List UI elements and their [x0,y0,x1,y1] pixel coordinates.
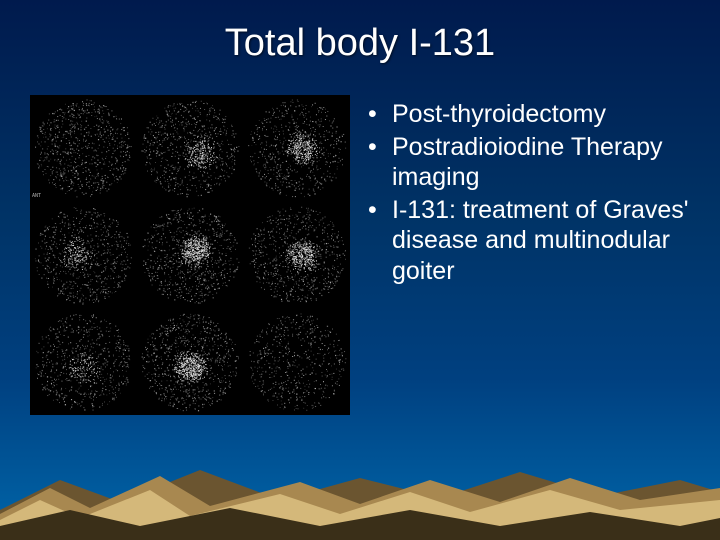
slide-title: Total body I-131 [0,0,720,65]
bullet-mark: • [368,195,392,287]
scan-cell-label: ANT [32,194,41,199]
scan-cell [137,95,243,201]
scan-image-grid: ANT [30,95,350,415]
mountain-decoration [0,430,720,540]
scan-cell [30,309,136,415]
scan-cell: ANT [30,95,136,201]
scan-cell [244,309,350,415]
content-row: ANT •Post-thyroidectomy•Postradioiodine … [0,95,720,415]
scan-cell [244,202,350,308]
bullet-item: •I-131: treatment of Graves' disease and… [368,195,690,287]
bullet-text: Postradioiodine Therapy imaging [392,132,690,193]
scan-cell [244,95,350,201]
bullet-item: •Post-thyroidectomy [368,99,690,130]
bullet-item: •Postradioiodine Therapy imaging [368,132,690,193]
bullet-mark: • [368,99,392,130]
bullet-text: I-131: treatment of Graves' disease and … [392,195,690,287]
bullet-list: •Post-thyroidectomy•Postradioiodine Ther… [368,95,690,415]
scan-cell [30,202,136,308]
scan-cell [137,309,243,415]
bullet-text: Post-thyroidectomy [392,99,690,130]
bullet-mark: • [368,132,392,193]
scan-cell [137,202,243,308]
